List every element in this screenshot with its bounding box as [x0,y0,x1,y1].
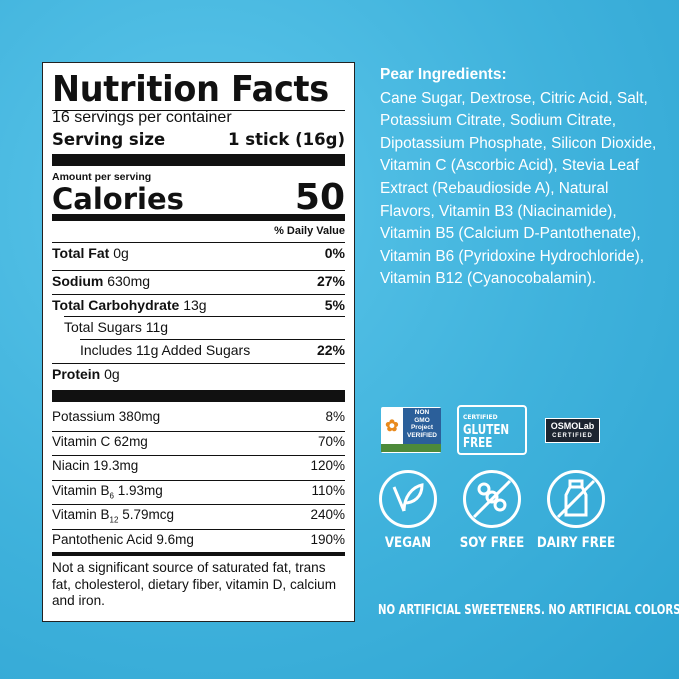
no-milk-icon [547,470,605,528]
nutrient-row: Includes 11g Added Sugars 22% [52,342,345,358]
micronutrient-amount: 9.6mg [156,531,194,547]
nutrient-row: Total Carbohydrate 13g 5% [52,297,345,313]
micronutrient-name: Vitamin B [52,482,110,498]
micronutrient-row: Niacin 19.3mg 120% [52,458,345,473]
nutrient-dv: 22% [316,342,345,358]
footer-claim: NO ARTIFICIAL SWEETENERS. NO ARTIFICIAL … [378,603,679,618]
micronutrient-amount: 1.93mg [117,482,163,498]
micronutrient-name: Pantothenic Acid [52,531,153,547]
micronutrient-row: Potassium 380mg 8% [52,409,345,424]
serving-size-value: 1 stick (16g) [228,130,345,149]
micronutrient-dv: 190% [310,531,345,547]
nutrition-title: Nutrition Facts [52,69,329,110]
serving-size: Serving size 1 stick (16g) [52,130,345,149]
micronutrient-row: Vitamin B12 5.79mcg 240% [52,507,345,525]
micronutrient-subscript: 6 [109,491,114,501]
micronutrient-name: Potassium [52,409,116,424]
ingredients: Pear Ingredients: Cane Sugar, Dextrose, … [380,64,665,291]
calories-row: Calories 50 [52,177,345,218]
leaf-icon [379,470,437,528]
no-soy-icon [463,470,521,528]
nutrient-row: Sodium 630mg 27% [52,273,345,289]
butterfly-icon: ✿ [385,418,399,435]
calories-label: Calories [52,182,184,216]
footnote: Not a significant source of saturated fa… [52,560,337,608]
nutrient-amount: 0g [104,366,120,382]
nutrient-name: Protein [52,366,101,382]
micronutrient-dv: 240% [310,507,345,522]
non-gmo-badge: ✿ NON GMO Project VERIFIED [381,407,441,453]
nutrient-name: Total Sugars 11g [64,319,169,335]
nutrient-name: Total Carbohydrate [52,297,180,313]
micronutrient-row: Vitamin B6 1.93mg 110% [52,483,345,501]
serving-size-label: Serving size [52,130,166,149]
ingredients-text: Cane Sugar, Dextrose, Citric Acid, Salt,… [380,89,657,288]
nutrient-amount: 13g [183,297,207,313]
nutrition-facts-label: Nutrition Facts 16 servings per containe… [42,62,355,622]
non-gmo-badge-strip [381,444,441,452]
amount-per-serving: Amount per serving [52,171,152,183]
non-gmo-badge-text: NON GMO Project VERIFIED [403,408,441,444]
daily-value-header: % Daily Value [274,225,345,237]
claim-label: DAIRY FREE [536,535,616,551]
micronutrient-dv: 120% [310,458,345,473]
nutrient-dv: 27% [316,273,345,289]
micronutrient-amount: 62mg [114,433,148,449]
micronutrient-row: Vitamin C 62mg 70% [52,434,345,449]
micronutrient-name: Vitamin C [52,433,111,449]
nutrient-name: Total Fat [52,245,110,261]
micronutrient-row: Pantothenic Acid 9.6mg 190% [52,532,345,547]
nutrient-dv: 0% [324,245,345,261]
micronutrient-name: Vitamin B [52,507,110,522]
gluten-free-badge: CERTIFIED GLUTEN FREE [457,405,527,455]
micronutrient-dv: 70% [317,433,345,449]
ingredients-title: Pear Ingredients: [380,66,507,83]
nutrient-amount: 630mg [107,273,151,289]
osmolab-badge: OSMOLab CERTIFIED [545,418,600,443]
nutrient-name: Sodium [52,273,104,289]
nutrient-row: Protein 0g [52,366,345,382]
nutrient-dv: 5% [324,297,345,313]
claim-label: SOY FREE [459,535,525,551]
nutrient-amount: 0g [113,245,129,261]
nutrient-row: Total Sugars 11g [52,319,345,335]
nutrient-name: Includes 11g Added Sugars [80,342,251,358]
micronutrient-dv: 110% [311,482,345,498]
nutrient-row: Total Fat 0g 0% [52,245,345,261]
micronutrient-subscript: 12 [109,515,119,525]
servings-per-container: 16 servings per container [52,109,232,126]
micronutrient-amount: 380mg [118,409,161,424]
calories-value: 50 [294,177,345,218]
micronutrient-dv: 8% [325,409,345,424]
micronutrient-name: Niacin [52,458,90,473]
micronutrient-amount: 19.3mg [93,458,139,473]
micronutrient-amount: 5.79mcg [122,507,174,522]
claim-label: VEGAN [384,535,432,551]
